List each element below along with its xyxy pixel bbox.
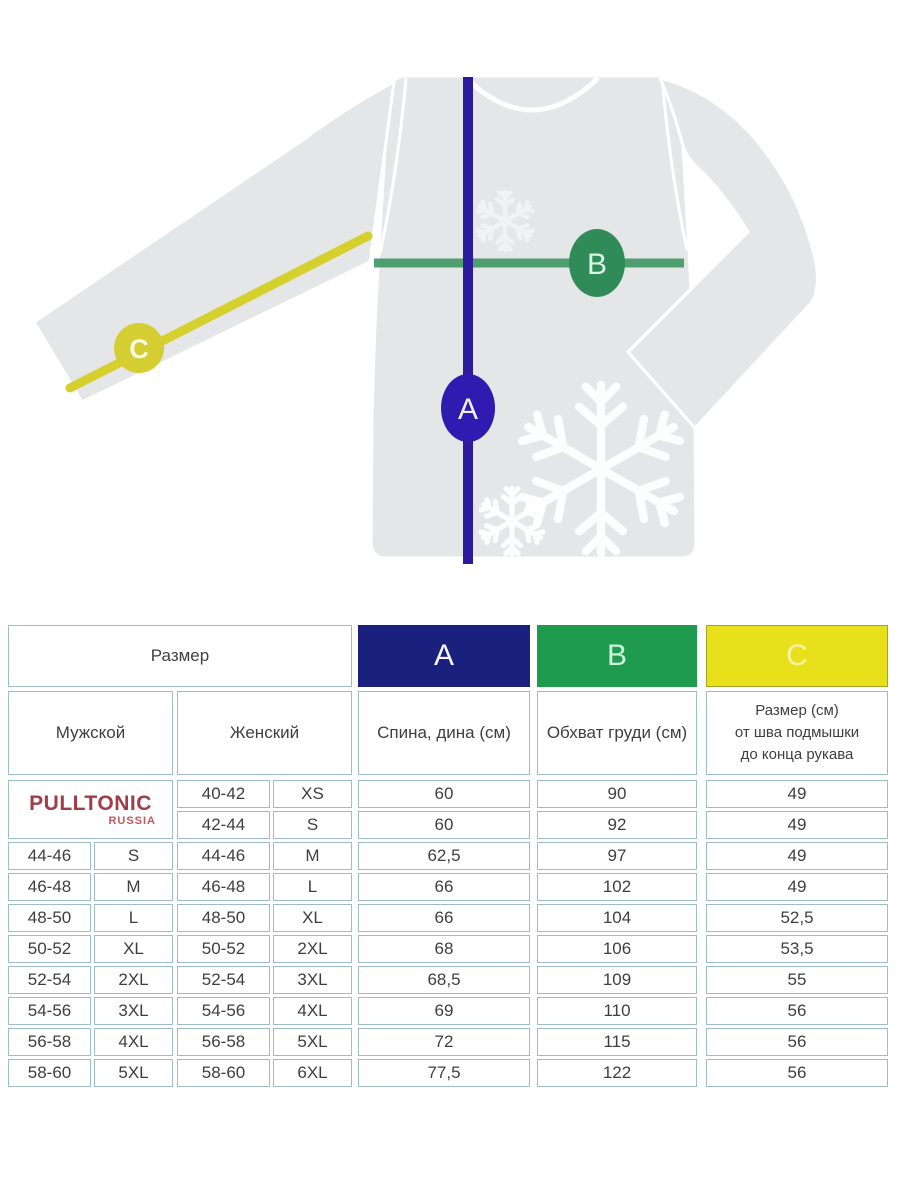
- men-intl-size-cell: L: [94, 904, 173, 932]
- back-length-cell: 62,5: [358, 842, 530, 870]
- badge-a: [441, 374, 495, 442]
- sleeve-cell: 56: [706, 1059, 888, 1087]
- women-size-cell: 48-50: [177, 904, 270, 932]
- chest-cell: 109: [537, 966, 697, 994]
- women-intl-size-cell: XS: [273, 780, 352, 808]
- women-intl-size-cell: S: [273, 811, 352, 839]
- column-c-header: C: [706, 625, 888, 687]
- women-size-cell: 56-58: [177, 1028, 270, 1056]
- men-intl-size-cell: M: [94, 873, 173, 901]
- column-c-label-cell: Размер (см) от шва подмышки до конца рук…: [706, 691, 888, 775]
- men-intl-size-cell: 3XL: [94, 997, 173, 1025]
- women-intl-size-cell: 4XL: [273, 997, 352, 1025]
- men-size-cell: 56-58: [8, 1028, 91, 1056]
- sleeve-cell: 55: [706, 966, 888, 994]
- chest-cell: 104: [537, 904, 697, 932]
- women-intl-size-cell: 3XL: [273, 966, 352, 994]
- back-length-cell: 69: [358, 997, 530, 1025]
- women-intl-size-cell: 5XL: [273, 1028, 352, 1056]
- chest-cell: 106: [537, 935, 697, 963]
- men-size-cell: 46-48: [8, 873, 91, 901]
- chest-cell: 122: [537, 1059, 697, 1087]
- chest-cell: 110: [537, 997, 697, 1025]
- back-length-cell: 60: [358, 780, 530, 808]
- men-intl-size-cell: 2XL: [94, 966, 173, 994]
- women-size-cell: 58-60: [177, 1059, 270, 1087]
- column-a-label-cell: Спина, дина (см): [358, 691, 530, 775]
- column-b-header: B: [537, 625, 697, 687]
- men-intl-size-cell: XL: [94, 935, 173, 963]
- men-size-cell: 58-60: [8, 1059, 91, 1087]
- chest-cell: 115: [537, 1028, 697, 1056]
- brand-name: PULLTONIC: [29, 791, 152, 815]
- sleeve-cell: 49: [706, 780, 888, 808]
- sleeve-cell: 56: [706, 997, 888, 1025]
- brand-logo: PULLTONIC RUSSIA: [8, 780, 173, 839]
- shirt-left-sleeve: [31, 79, 396, 404]
- men-intl-size-cell: 5XL: [94, 1059, 173, 1087]
- sleeve-cell: 49: [706, 811, 888, 839]
- women-size-cell: 42-44: [177, 811, 270, 839]
- chest-cell: 90: [537, 780, 697, 808]
- left-shoulder-seam: [378, 77, 408, 255]
- sleeve-cell: 53,5: [706, 935, 888, 963]
- shirt-measurement-diagram: C B A: [31, 75, 819, 564]
- neckline-seam: [464, 76, 600, 113]
- shirt-right-sleeve: [625, 75, 819, 431]
- back-length-cell: 68: [358, 935, 530, 963]
- women-size-cell: 54-56: [177, 997, 270, 1025]
- shirt-diagram-svg: C B A: [31, 75, 819, 564]
- back-length-cell: 72: [358, 1028, 530, 1056]
- women-size-cell: 50-52: [177, 935, 270, 963]
- men-intl-size-cell: 4XL: [94, 1028, 173, 1056]
- back-length-cell: 66: [358, 904, 530, 932]
- badge-c: [114, 323, 164, 373]
- sleeve-cell: 49: [706, 873, 888, 901]
- women-size-cell: 44-46: [177, 842, 270, 870]
- men-size-cell: 50-52: [8, 935, 91, 963]
- chest-cell: 102: [537, 873, 697, 901]
- women-intl-size-cell: 6XL: [273, 1059, 352, 1087]
- men-size-cell: 54-56: [8, 997, 91, 1025]
- men-intl-size-cell: S: [94, 842, 173, 870]
- back-length-cell: 68,5: [358, 966, 530, 994]
- sleeve-cell: 52,5: [706, 904, 888, 932]
- women-size-cell: 46-48: [177, 873, 270, 901]
- men-header-cell: Мужской: [8, 691, 173, 775]
- sleeve-cell: 56: [706, 1028, 888, 1056]
- women-intl-size-cell: M: [273, 842, 352, 870]
- chest-cell: 92: [537, 811, 697, 839]
- women-size-cell: 52-54: [177, 966, 270, 994]
- sleeve-cell: 49: [706, 842, 888, 870]
- women-intl-size-cell: 2XL: [273, 935, 352, 963]
- badge-b-label: B: [587, 248, 607, 281]
- back-length-cell: 66: [358, 873, 530, 901]
- right-shoulder-seam: [660, 77, 689, 251]
- men-size-cell: 52-54: [8, 966, 91, 994]
- column-b-label-cell: Обхват груди (см): [537, 691, 697, 775]
- badge-a-label: A: [458, 393, 478, 426]
- women-intl-size-cell: XL: [273, 904, 352, 932]
- women-intl-size-cell: L: [273, 873, 352, 901]
- back-length-cell: 77,5: [358, 1059, 530, 1087]
- men-size-cell: 48-50: [8, 904, 91, 932]
- column-c-label-line2: от шва подмышки: [734, 724, 860, 742]
- column-a-header: A: [358, 625, 530, 687]
- back-length-cell: 60: [358, 811, 530, 839]
- women-header-cell: Женский: [177, 691, 352, 775]
- size-header-cell: Размер: [8, 625, 352, 687]
- brand-country: RUSSIA: [108, 814, 156, 827]
- badge-c-label: C: [129, 334, 149, 364]
- women-size-cell: 40-42: [177, 780, 270, 808]
- size-table: Размер A B C Мужской Женский Спина, дина…: [8, 625, 888, 1087]
- chest-cell: 97: [537, 842, 697, 870]
- badge-b: [569, 229, 625, 297]
- column-c-label-line1: Размер (см): [755, 702, 839, 720]
- column-c-label-line3: до конца рукава: [740, 745, 854, 763]
- men-size-cell: 44-46: [8, 842, 91, 870]
